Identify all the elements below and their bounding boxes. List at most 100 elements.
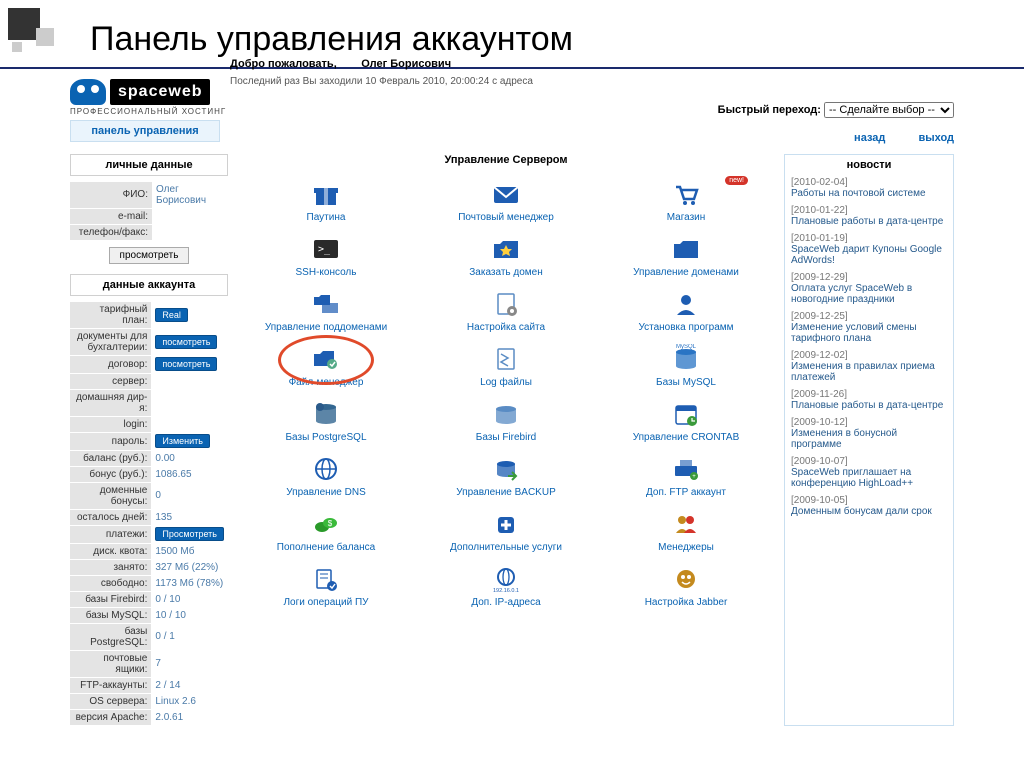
back-link[interactable]: назад: [854, 132, 885, 144]
server-icon-terminal[interactable]: >_SSH-консоль: [240, 231, 412, 280]
icon-label: Управление BACKUP: [422, 487, 590, 498]
svg-text:+: +: [692, 474, 696, 480]
cart-icon: [668, 178, 704, 210]
account-row-label: осталось дней:: [70, 509, 151, 525]
account-row-value: [151, 389, 228, 416]
account-section-header: данные аккаунта: [70, 274, 228, 296]
personal-section-header: личные данные: [70, 154, 228, 176]
server-icon-gift[interactable]: Паутина: [240, 176, 412, 225]
news-title: Изменения в бонусной программе: [791, 428, 947, 450]
exit-link[interactable]: выход: [918, 132, 954, 144]
server-icon-cp-log[interactable]: Логи операций ПУ: [240, 561, 412, 610]
account-row-label: базы PostgreSQL:: [70, 623, 151, 650]
account-row-button[interactable]: посмотреть: [155, 335, 217, 349]
icon-label: Менеджеры: [602, 542, 770, 553]
account-row-button[interactable]: Просмотреть: [155, 527, 224, 541]
icon-label: Файл-менеджер: [242, 377, 410, 388]
news-item[interactable]: [2009-10-07]SpaceWeb приглашает на конфе…: [791, 456, 947, 489]
news-item[interactable]: [2010-01-22]Плановые работы в дата-центр…: [791, 205, 947, 227]
server-icon-db[interactable]: MySQLБазы MySQL: [600, 341, 772, 390]
news-item[interactable]: [2009-12-29]Оплата услуг SpaceWeb в ново…: [791, 272, 947, 305]
server-icon-backup[interactable]: Управление BACKUP: [420, 451, 592, 500]
server-icon-subfolder[interactable]: Управление поддоменами: [240, 286, 412, 335]
server-icon-dns[interactable]: Управление DNS: [240, 451, 412, 500]
server-icon-star-folder[interactable]: Заказать домен: [420, 231, 592, 280]
personal-data-table: ФИО:Олег Борисовичe-mail:телефон/факс:: [70, 182, 228, 241]
account-row-label: диск. квота:: [70, 543, 151, 559]
server-icon-log[interactable]: Log файлы: [420, 341, 592, 390]
page-gear-icon: [488, 288, 524, 320]
account-row-label: пароль:: [70, 432, 151, 450]
icon-label: Управление CRONTAB: [602, 432, 770, 443]
svg-text:$: $: [328, 519, 333, 528]
server-icon-balance[interactable]: $ Пополнение баланса: [240, 506, 412, 555]
view-button[interactable]: просмотреть: [109, 247, 190, 264]
server-icon-mail[interactable]: Почтовый менеджер: [420, 176, 592, 225]
terminal-icon: >_: [308, 233, 344, 265]
account-row-value: 1500 Мб: [151, 543, 228, 559]
news-item[interactable]: [2009-12-25]Изменение условий смены тари…: [791, 311, 947, 344]
news-title: Доменным бонусам дали срок: [791, 506, 947, 517]
news-item[interactable]: [2009-10-12]Изменения в бонусной програм…: [791, 417, 947, 450]
news-date: [2010-02-04]: [791, 177, 947, 188]
news-item[interactable]: [2010-01-19]SpaceWeb дарит Купоны Google…: [791, 233, 947, 266]
account-row-label: версия Apache:: [70, 709, 151, 725]
welcome-label: Добро пожаловать,: [230, 58, 337, 70]
icon-label: Базы Firebird: [422, 432, 590, 443]
jabber-icon: [668, 563, 704, 595]
quick-nav-select[interactable]: -- Сделайте выбор --: [824, 102, 954, 118]
account-row-label: домашняя дир-я:: [70, 389, 151, 416]
account-row-value: [151, 416, 228, 432]
server-icon-extra[interactable]: Дополнительные услуги: [420, 506, 592, 555]
subfolder-icon: [308, 288, 344, 320]
account-row-button[interactable]: посмотреть: [155, 357, 217, 371]
server-icon-ip[interactable]: 192.16.0.1Доп. IP-адреса: [420, 561, 592, 610]
news-date: [2009-10-12]: [791, 417, 947, 428]
folder-icon: [668, 233, 704, 265]
server-icon-page-gear[interactable]: Настройка сайта: [420, 286, 592, 335]
logo-mark-icon: [70, 79, 106, 105]
account-data-table: тарифный план:Realдокументы для бухгалте…: [70, 302, 228, 726]
server-icon-managers[interactable]: Менеджеры: [600, 506, 772, 555]
news-date: [2009-10-07]: [791, 456, 947, 467]
server-icon-folder[interactable]: Управление доменами: [600, 231, 772, 280]
icon-label: Пополнение баланса: [242, 542, 410, 553]
account-row-label: login:: [70, 416, 151, 432]
icon-label: Управление поддоменами: [242, 322, 410, 333]
server-icon-jabber[interactable]: Настройка Jabber: [600, 561, 772, 610]
news-title: SpaceWeb приглашает на конференцию HighL…: [791, 467, 947, 489]
server-icon-file-mgr[interactable]: Файл-менеджер: [240, 341, 412, 390]
account-row-value: 7: [151, 650, 228, 677]
icon-label: Базы MySQL: [602, 377, 770, 388]
icon-label: Паутина: [242, 212, 410, 223]
server-icon-ftp[interactable]: +Доп. FTP аккаунт: [600, 451, 772, 500]
server-section-header: Управление Сервером: [240, 154, 772, 166]
server-icon-cart[interactable]: new!Магазин: [600, 176, 772, 225]
server-icon-cron[interactable]: Управление CRONTAB: [600, 396, 772, 445]
news-date: [2010-01-19]: [791, 233, 947, 244]
account-row-button[interactable]: Real: [155, 308, 188, 322]
server-icon-db-fb[interactable]: Базы Firebird: [420, 396, 592, 445]
personal-row-value: [152, 224, 228, 240]
dns-icon: [308, 453, 344, 485]
account-row-label: свободно:: [70, 575, 151, 591]
news-item[interactable]: [2009-12-02]Изменения в правилах приема …: [791, 350, 947, 383]
news-item[interactable]: [2010-02-04]Работы на почтовой системе: [791, 177, 947, 199]
ip-icon: 192.16.0.1: [488, 563, 524, 595]
news-item[interactable]: [2009-10-05]Доменным бонусам дали срок: [791, 495, 947, 517]
icon-label: Управление DNS: [242, 487, 410, 498]
news-date: [2009-11-26]: [791, 389, 947, 400]
server-icon-user[interactable]: Установка программ: [600, 286, 772, 335]
new-badge: new!: [725, 176, 748, 185]
account-row-button[interactable]: Изменить: [155, 434, 210, 448]
account-row-value: 1173 Мб (78%): [151, 575, 228, 591]
icon-label: Установка программ: [602, 322, 770, 333]
svg-text:>_: >_: [318, 244, 331, 255]
server-icon-db-pg[interactable]: Базы PostgreSQL: [240, 396, 412, 445]
news-item[interactable]: [2009-11-26]Плановые работы в дата-центр…: [791, 389, 947, 411]
welcome-user: Олег Борисович: [361, 58, 451, 70]
account-row-label: занято:: [70, 559, 151, 575]
account-row-label: базы MySQL:: [70, 607, 151, 623]
icon-label: Настройка сайта: [422, 322, 590, 333]
icon-label: Настройка Jabber: [602, 597, 770, 608]
